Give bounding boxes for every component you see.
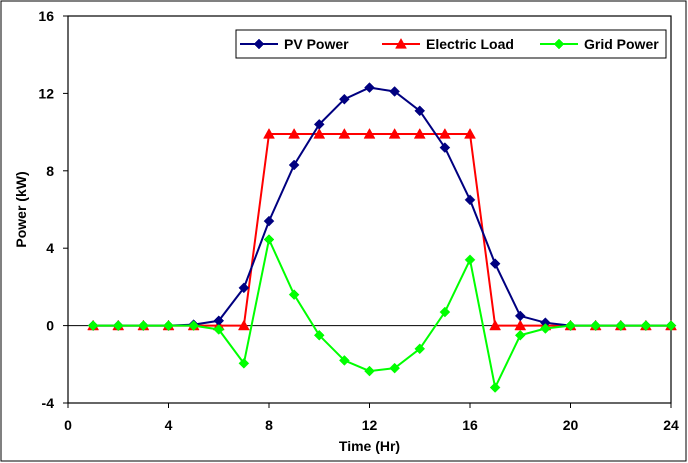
x-tick-label: 24 — [663, 417, 679, 433]
y-axis-title: Power (kW) — [13, 171, 29, 247]
electric-load-point — [263, 128, 275, 139]
grid-power-point — [514, 329, 526, 341]
y-tick-label: 4 — [46, 240, 54, 256]
y-tick-label: 0 — [46, 318, 54, 334]
y-tick-label: 12 — [38, 85, 54, 101]
series-layer — [87, 82, 677, 393]
grid-power-point — [339, 355, 350, 366]
grid-power-point — [163, 320, 174, 331]
grid-power-point — [87, 320, 99, 331]
grid-power-point — [414, 343, 426, 355]
legend-swatch-marker — [553, 38, 565, 50]
electric-load-point — [338, 128, 351, 139]
pv-power-point — [489, 258, 501, 270]
grid-power-point — [464, 254, 476, 266]
pv-power-point — [389, 86, 400, 97]
legend-entry-grid-power: Grid Power — [540, 36, 659, 52]
grid-power-point — [288, 289, 300, 300]
legend-label: Grid Power — [584, 36, 659, 52]
electric-load-point — [313, 128, 326, 139]
grid-power-point — [238, 357, 250, 369]
legend-box — [235, 29, 667, 59]
electric-load-point — [388, 128, 401, 139]
pv-power-point — [414, 105, 426, 117]
legend-entry-pv-power: PV Power — [240, 36, 349, 52]
electric-load-point — [489, 319, 502, 331]
grid-power-point — [138, 320, 149, 331]
y-tick-label: 8 — [46, 163, 54, 179]
pv-power-point — [313, 119, 325, 130]
grid-power-point — [213, 324, 225, 335]
legend-label: Electric Load — [426, 36, 514, 52]
grid-power-point — [313, 329, 325, 341]
x-tick-label: 4 — [165, 417, 173, 433]
grid-power-point — [112, 320, 124, 331]
grid-power-point — [188, 320, 199, 331]
grid-power-point — [263, 234, 275, 245]
grid-power-point — [439, 306, 451, 318]
grid-power-point — [640, 320, 652, 331]
grid-power-point — [364, 365, 375, 377]
grid-power-point — [615, 320, 627, 331]
series-grid-power — [87, 234, 677, 393]
legend-swatch-marker — [253, 38, 265, 50]
pv-power-point — [238, 282, 250, 294]
grid-power-point — [590, 320, 601, 331]
grid-power-point — [665, 320, 677, 331]
electric-load-point — [438, 128, 451, 139]
x-tick-label: 12 — [362, 417, 378, 433]
y-tick-label: 16 — [38, 8, 54, 24]
x-tick-label: 16 — [462, 417, 478, 433]
electric-load-point — [363, 128, 376, 139]
legend-label: PV Power — [284, 36, 349, 52]
electric-load-point — [413, 128, 426, 139]
electric-load-point — [288, 128, 301, 139]
x-axis-title: Time (Hr) — [339, 438, 400, 454]
grid-power-point — [565, 320, 576, 331]
pv-power-point — [263, 215, 275, 227]
pv-power-point — [464, 194, 476, 206]
pv-power-point — [339, 93, 350, 105]
legend-swatch-marker — [395, 37, 407, 49]
pv-power-point — [288, 159, 300, 171]
electric-load-point — [464, 128, 476, 139]
electric-load-point — [237, 319, 250, 331]
legend-entry-electric-load: Electric Load — [382, 36, 514, 52]
x-tick-label: 20 — [563, 417, 579, 433]
grid-power-point — [540, 323, 551, 334]
grid-power-point — [489, 382, 501, 393]
x-tick-label: 0 — [64, 417, 72, 433]
grid-power-point — [389, 362, 400, 374]
y-tick-label: -4 — [42, 395, 55, 411]
legend: PV Power Electric Load Grid Power — [235, 29, 667, 59]
pv-power-point — [514, 310, 526, 322]
x-tick-label: 8 — [265, 417, 273, 433]
pv-power-point — [439, 142, 451, 153]
pv-power-point — [364, 82, 375, 93]
